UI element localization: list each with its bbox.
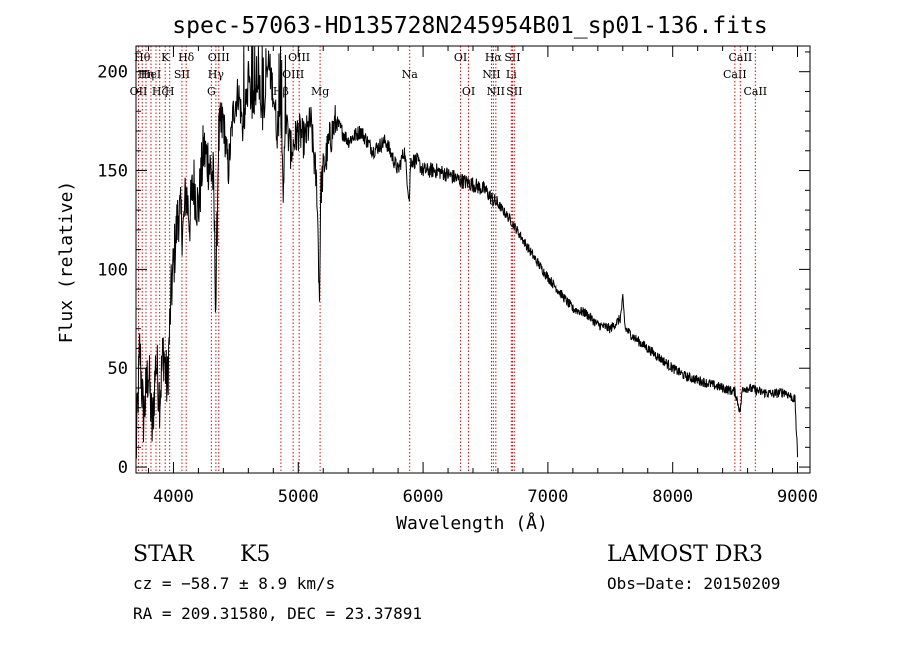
sky-coordinates: RA = 209.31580, DEC = 23.37891 xyxy=(133,604,422,623)
line-marker-label-21: Hα xyxy=(485,51,503,64)
line-marker-label-15: OIII xyxy=(288,51,310,64)
y-tick-label-150: 150 xyxy=(97,162,128,182)
line-marker-label-5: Hζ xyxy=(152,85,168,98)
x-tick-label-7000: 7000 xyxy=(527,487,568,507)
line-marker-label-6: K xyxy=(161,51,170,64)
line-marker-label-10: G xyxy=(207,85,216,98)
observation-date: Obs−Date: 20150209 xyxy=(607,574,780,593)
spectrum-line-spectrum xyxy=(135,45,798,459)
line-marker-label-27: CaII xyxy=(729,51,753,64)
line-marker-label-24: SII xyxy=(504,51,520,64)
y-axis-label: Flux (relative) xyxy=(56,181,77,344)
spectrum-series-layer xyxy=(135,45,798,459)
line-marker-label-28: CaII xyxy=(743,85,767,98)
y-tick-label-50: 50 xyxy=(108,359,128,379)
plot-frame xyxy=(135,45,811,474)
line-marker-label-25: SII xyxy=(506,85,522,98)
line-marker-label-18: OI xyxy=(454,51,467,64)
x-tick-label-4000: 4000 xyxy=(153,487,194,507)
emission-absorption-line-markers: OIIHθHηHeIHζKHSIIHδGHγOIIIHβOIIIOIIIMgNa… xyxy=(130,46,767,473)
line-marker-label-12: OIII xyxy=(208,51,230,64)
line-marker-label-20: NII xyxy=(482,68,500,81)
line-marker-label-7: H xyxy=(165,85,175,98)
y-tick-label-0: 0 xyxy=(118,458,128,478)
plot-axes: 4000 5000 6000 7000 8000 9000 0 50 100 150 200 xyxy=(97,45,818,507)
line-marker-label-1: Hθ xyxy=(134,51,151,64)
line-marker-label-16: Mg xyxy=(311,85,329,98)
redshift-readout: cz = −58.7 ± 8.9 km/s xyxy=(133,574,335,593)
chart-title: spec-57063-HD135728N245954B01_sp01-136.f… xyxy=(172,13,767,39)
x-tick-label-8000: 8000 xyxy=(652,487,693,507)
line-marker-label-17: Na xyxy=(402,68,419,81)
line-marker-label-9: Hδ xyxy=(178,51,195,64)
x-tick-label-6000: 6000 xyxy=(403,487,444,507)
y-tick-label-100: 100 xyxy=(97,260,128,280)
line-marker-label-23: Li xyxy=(506,68,517,81)
x-tick-label-5000: 5000 xyxy=(278,487,319,507)
survey-name: LAMOST DR3 xyxy=(607,542,763,567)
line-marker-label-8: SII xyxy=(174,68,190,81)
line-marker-label-26: CaII xyxy=(723,68,747,81)
x-axis-label: Wavelength (Å) xyxy=(396,512,548,534)
x-tick-label-9000: 9000 xyxy=(777,487,818,507)
object-class: STAR xyxy=(133,542,195,567)
line-marker-label-22: NII xyxy=(487,85,505,98)
y-tick-label-200: 200 xyxy=(97,63,128,83)
line-marker-label-11: Hγ xyxy=(208,68,225,81)
line-marker-label-19: OI xyxy=(462,85,475,98)
spectral-subclass: K5 xyxy=(240,542,270,567)
line-marker-label-3: HeI xyxy=(141,68,161,81)
